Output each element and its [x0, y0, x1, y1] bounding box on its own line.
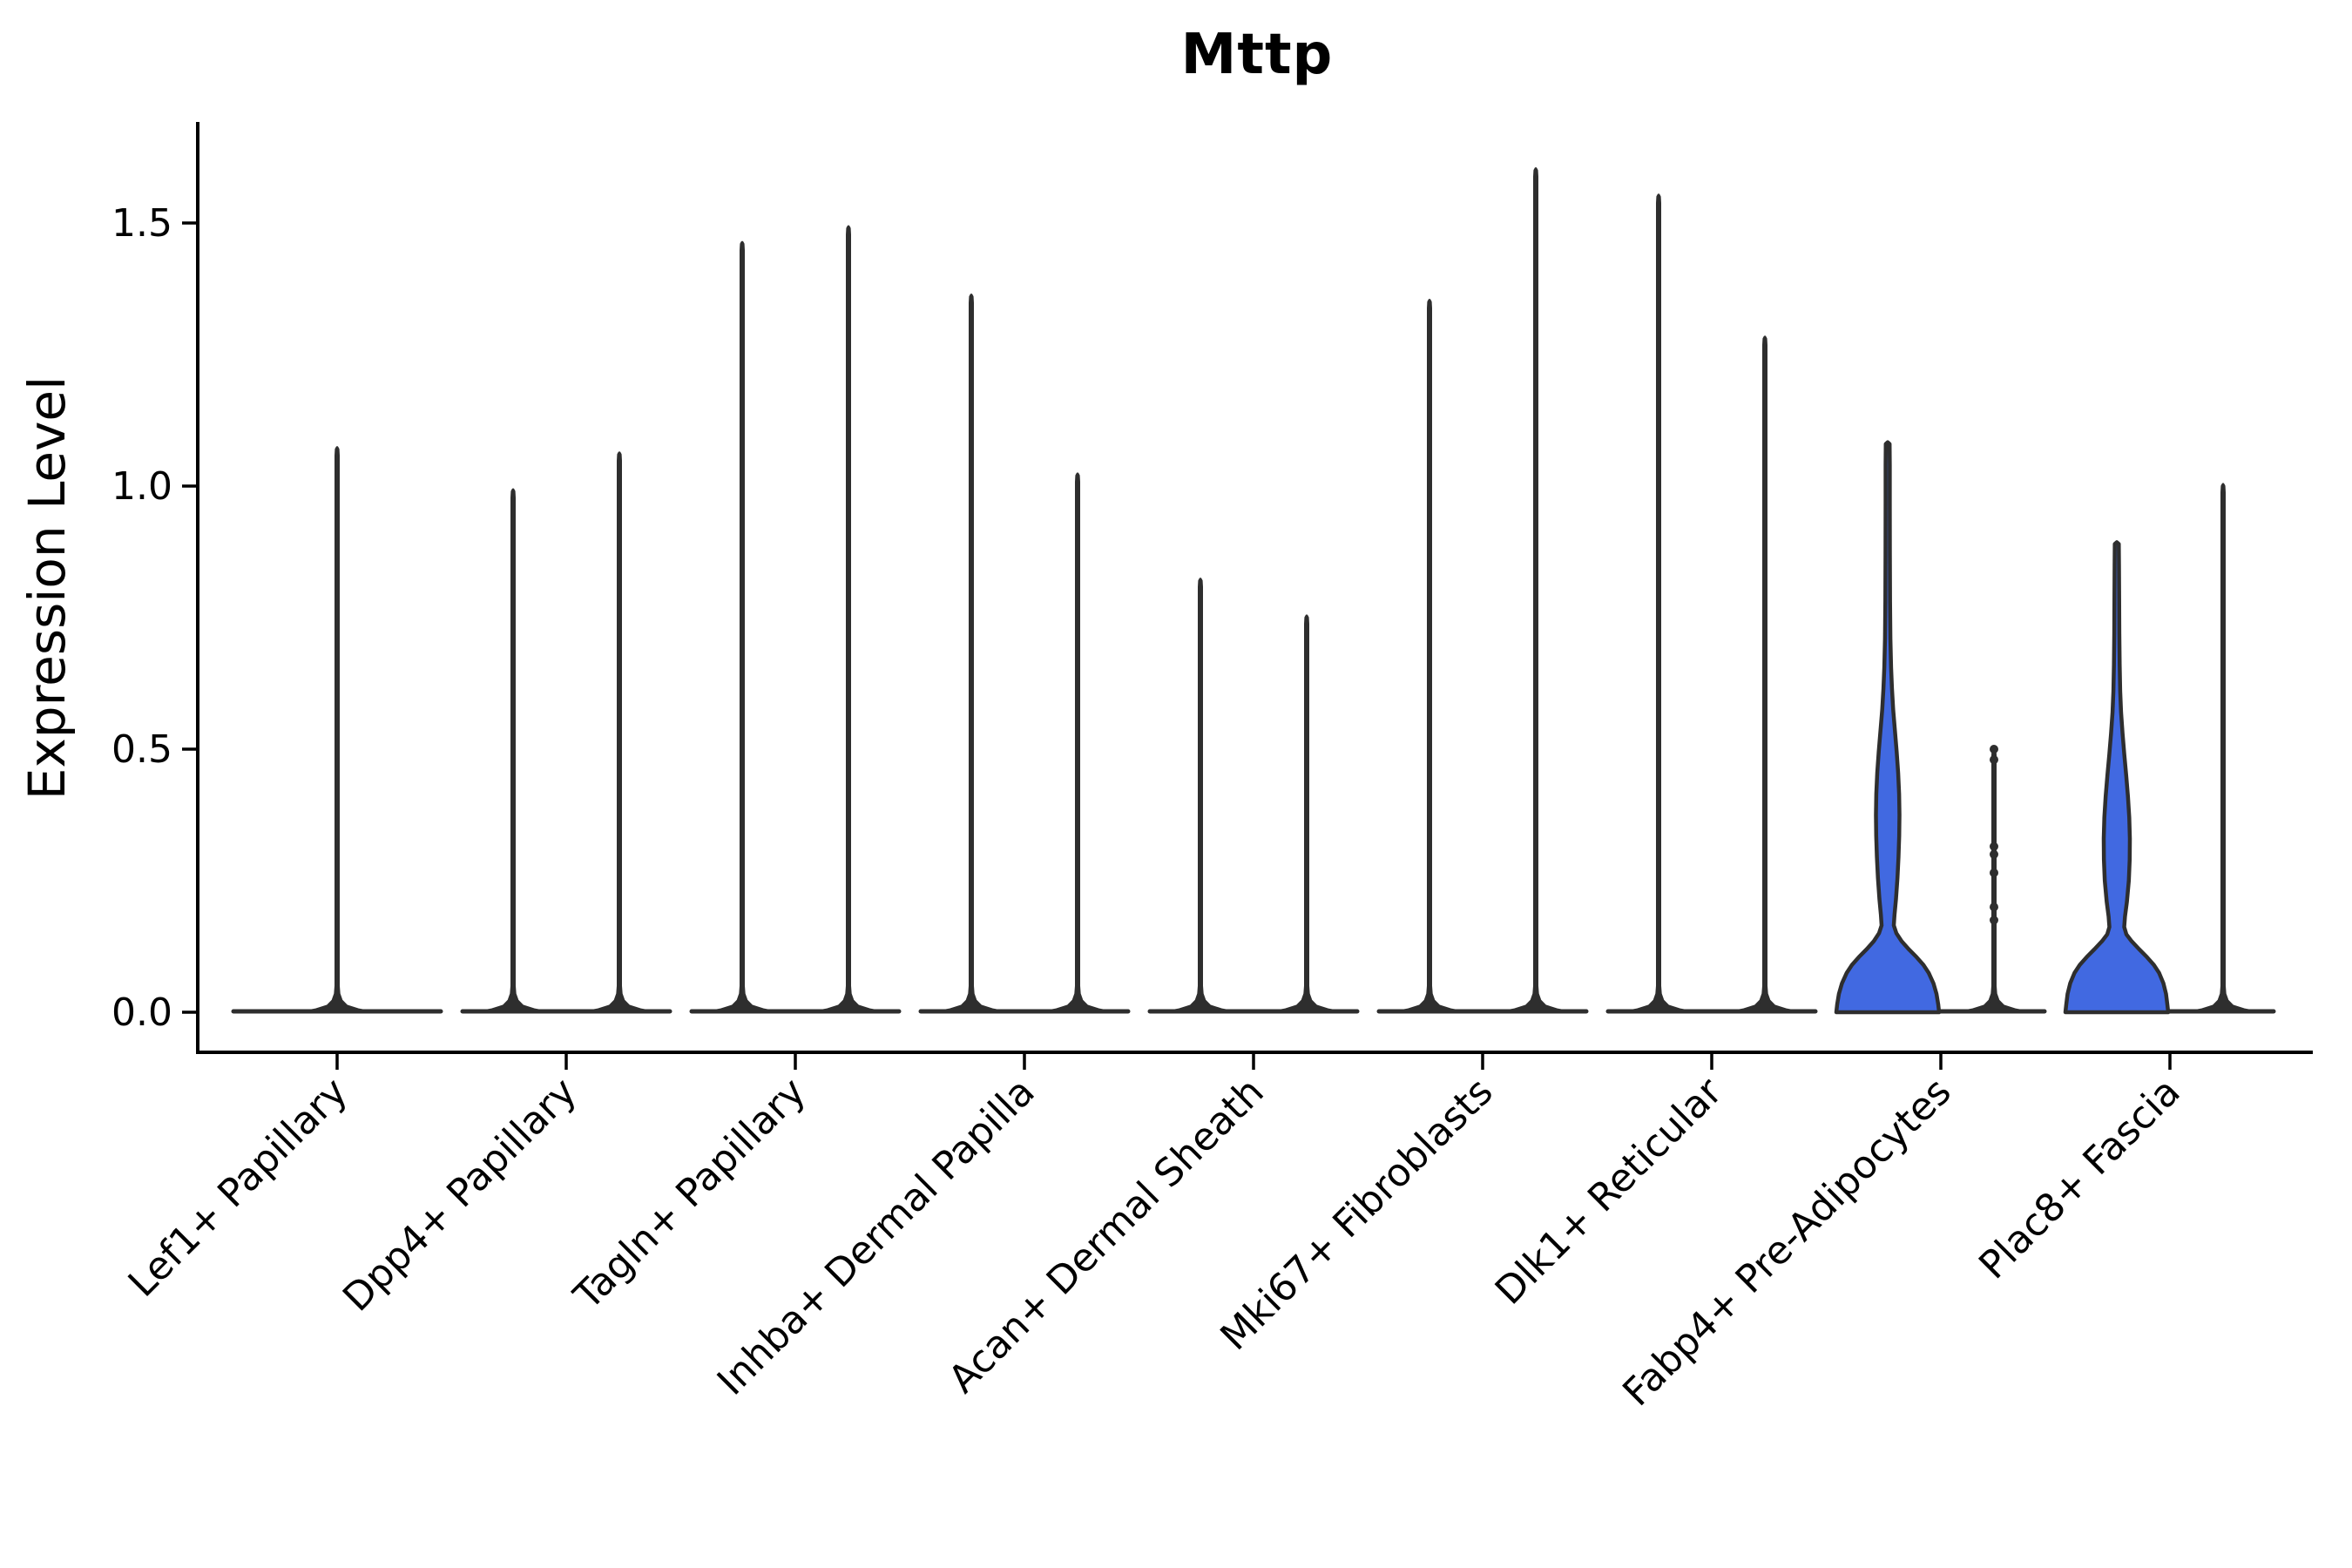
violin-spike-dlk1-left: [1622, 193, 1695, 1014]
violin-filled-plac8: [2063, 540, 2171, 1015]
y-tick-label: 0.5: [112, 727, 172, 772]
violin-spike-dpp4-right: [583, 451, 656, 1014]
expression-point: [1990, 841, 1998, 851]
violin-spike-inhba-left: [935, 294, 1008, 1014]
violin-spike-tagln-left: [706, 240, 779, 1014]
expression-point: [1990, 849, 1998, 859]
y-tick-label: 0.0: [112, 990, 172, 1035]
x-tick-label: Tagln+ Papillary: [565, 1070, 814, 1319]
y-tick-label: 1.5: [112, 201, 172, 246]
expression-point: [1990, 745, 1998, 754]
violin-spike-acan-right: [1270, 614, 1343, 1014]
violin-spike-acan-left: [1164, 578, 1237, 1014]
violin-spike-mki67-right: [1499, 167, 1572, 1014]
violin-spike-inhba-right: [1041, 472, 1114, 1014]
violin-spike-mki67-left: [1393, 299, 1466, 1014]
violin-spike-tagln-right: [812, 225, 885, 1014]
violin-filled-fabp4: [1834, 440, 1942, 1015]
violin-spike-dpp4-left: [476, 488, 550, 1014]
violin-spike-dlk1-right: [1728, 335, 1801, 1014]
x-tick-label: Dlk1+ Reticular: [1487, 1069, 1732, 1314]
x-tick-label: Lef1+ Papillary: [120, 1070, 356, 1306]
violin-spike-fabp4-right: [1957, 746, 2031, 1014]
y-tick-label: 1.0: [112, 464, 172, 509]
expression-point: [1990, 868, 1998, 877]
x-tick-label: Plac8+ Fascia: [1970, 1070, 2189, 1288]
violin-spike-plac8-right: [2186, 483, 2260, 1014]
expression-point: [1990, 916, 1998, 925]
chart-title: Mttp: [1180, 23, 1334, 87]
expression-point: [1990, 755, 1998, 765]
violin-spike-lef1-full: [301, 446, 374, 1014]
x-tick-label: Dpp4+ Papillary: [335, 1070, 585, 1321]
expression-point: [1990, 902, 1998, 912]
